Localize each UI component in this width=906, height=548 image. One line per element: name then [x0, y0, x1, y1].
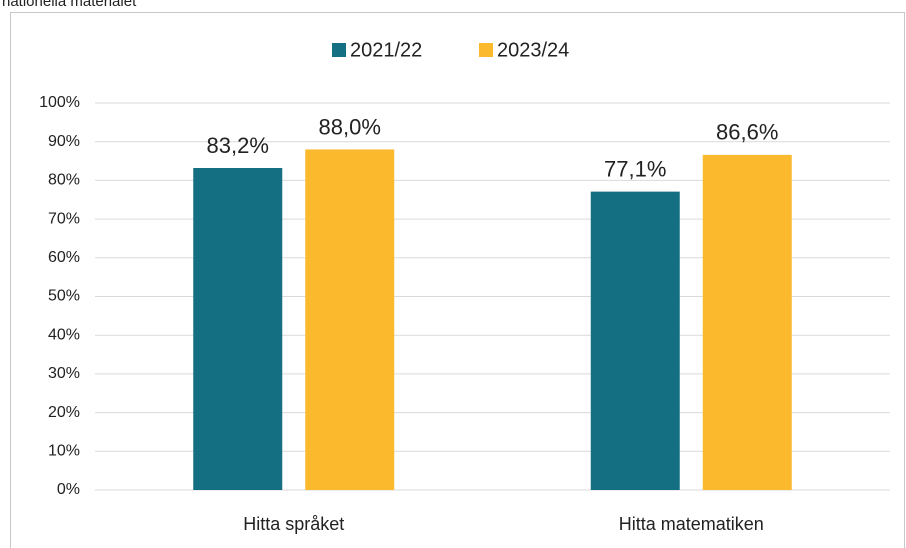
- y-tick-label: 60%: [48, 249, 80, 266]
- y-tick-label: 0%: [57, 481, 80, 498]
- y-tick-label: 10%: [48, 443, 80, 460]
- legend-label: 2023/24: [497, 39, 569, 61]
- value-label: 88,0%: [319, 114, 381, 139]
- y-tick-label: 50%: [48, 288, 80, 305]
- bar: [702, 154, 792, 490]
- bar: [193, 168, 283, 491]
- y-tick-label: 20%: [48, 404, 80, 421]
- legend-label: 2021/22: [350, 39, 422, 61]
- y-tick-label: 30%: [48, 365, 80, 382]
- x-tick-label: Hitta språket: [243, 514, 344, 534]
- y-tick-label: 40%: [48, 326, 80, 343]
- y-tick-label: 100%: [39, 94, 80, 111]
- value-label: 83,2%: [207, 133, 269, 158]
- y-tick-label: 70%: [48, 210, 80, 227]
- value-label: 86,6%: [716, 120, 778, 145]
- x-tick-label: Hitta matematiken: [619, 514, 764, 534]
- bar: [305, 149, 395, 490]
- value-label: 77,1%: [604, 156, 666, 181]
- legend-swatch: [479, 43, 493, 57]
- y-tick-label: 90%: [48, 133, 80, 150]
- y-tick-label: 80%: [48, 172, 80, 189]
- chart-title: nationella materialet: [2, 0, 137, 10]
- bar: [590, 191, 680, 491]
- legend-swatch: [332, 43, 346, 57]
